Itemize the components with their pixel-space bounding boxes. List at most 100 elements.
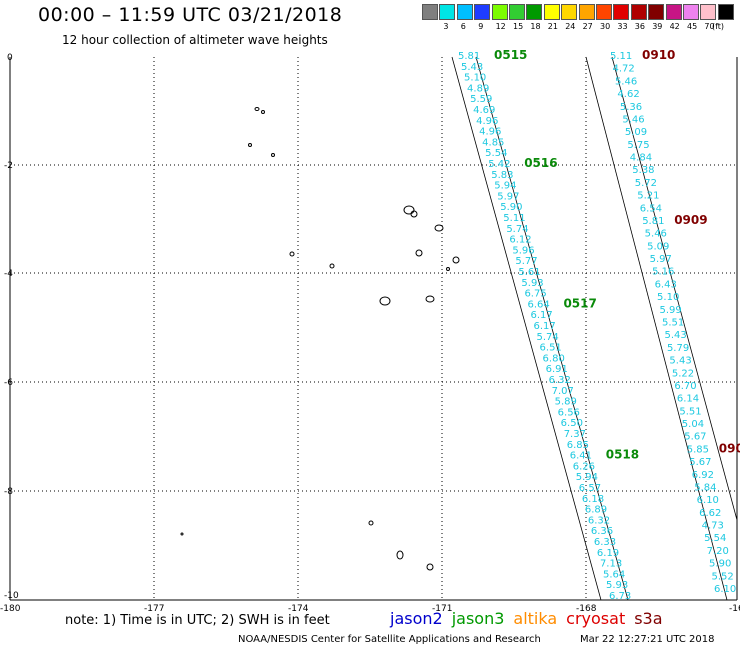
swh-value-label: 5.90 xyxy=(500,202,522,213)
legend-item-jason3: jason3 xyxy=(451,609,505,628)
scale-label: 21 xyxy=(547,22,558,31)
x-axis-tick-label: -177 xyxy=(144,604,164,614)
swh-value-label: 5.51 xyxy=(679,406,701,417)
swh-value-label: 5.84 xyxy=(694,482,716,493)
wave-height-color-scale: (ft) 3 6 9 12 15 18 21 24 27 30 33 36 39 42 45 70 xyxy=(422,4,736,34)
scale-label: 42 xyxy=(669,22,680,31)
swh-value-label: 5.67 xyxy=(684,432,706,443)
y-axis-tick-label: -6 xyxy=(4,378,13,388)
swh-value-label: 5.42 xyxy=(488,159,510,170)
legend-item-cryosat: cryosat xyxy=(566,609,626,628)
swh-value-label: 5.94 xyxy=(576,472,598,483)
swh-value-label: 7.37 xyxy=(564,429,586,440)
swh-value-label: 6.12 xyxy=(509,235,531,246)
swh-value-label: 4.85 xyxy=(482,137,504,148)
swh-value-label: 6.62 xyxy=(699,508,721,519)
swh-value-label: 5.72 xyxy=(635,178,657,189)
swh-value-label: 6.41 xyxy=(570,451,592,462)
scale-swatch xyxy=(578,4,595,20)
island-outline xyxy=(329,263,335,269)
swh-value-label: 6.73 xyxy=(609,591,631,602)
swh-value-label: 6.19 xyxy=(597,548,619,559)
swh-value-label: 7.20 xyxy=(707,546,729,557)
island-outline xyxy=(415,249,423,257)
scale-label: 6 xyxy=(460,22,466,31)
island-outline xyxy=(403,205,415,215)
map-title: 00:00 – 11:59 UTC 03/21/2018 xyxy=(38,4,343,26)
x-axis-tick-label: -168 xyxy=(576,604,597,614)
credit-line: NOAA/NESDIS Center for Satellite Applica… xyxy=(238,634,541,645)
scale-label: 15 xyxy=(513,22,524,31)
scale-swatch xyxy=(648,4,665,20)
island-outline xyxy=(434,224,444,232)
swh-value-label: 6.33 xyxy=(594,537,616,548)
swh-value-label: 6.14 xyxy=(677,394,699,405)
swh-value-label: 4.73 xyxy=(702,521,724,532)
swh-value-label: 5.59 xyxy=(470,94,492,105)
swh-value-label: 4.72 xyxy=(612,64,634,75)
swh-value-label: 5.89 xyxy=(555,397,577,408)
scale-swatch xyxy=(717,4,734,20)
swh-value-label: 4.89 xyxy=(467,83,489,94)
swh-value-label: 6.89 xyxy=(585,505,607,516)
y-axis-tick-label: -10 xyxy=(4,591,19,601)
swh-value-label: 5.77 xyxy=(515,256,537,267)
swh-value-label: 5.46 xyxy=(615,76,637,87)
swh-value-label: 5.83 xyxy=(491,170,513,181)
generation-timestamp: Mar 22 12:27:21 UTC 2018 xyxy=(580,634,715,645)
y-axis-tick-label: -8 xyxy=(4,487,13,497)
scale-swatch xyxy=(613,4,630,20)
track2-edge-right xyxy=(611,56,738,521)
scale-label: 45 xyxy=(687,22,698,31)
scale-label: 39 xyxy=(652,22,663,31)
swh-value-label: 6.54 xyxy=(640,203,662,214)
pass-time-label: 0516 xyxy=(524,156,557,170)
scale-label: 24 xyxy=(565,22,576,31)
swh-value-label: 5.67 xyxy=(689,457,711,468)
swh-value-label: 5.36 xyxy=(620,102,642,113)
map-subtitle: 12 hour collection of altimeter wave hei… xyxy=(62,33,328,47)
scale-swatch xyxy=(543,4,560,20)
island-outline xyxy=(254,107,260,111)
swh-value-label: 6.10 xyxy=(714,584,736,595)
swh-value-label: 5.54 xyxy=(485,148,507,159)
swh-value-label: 5.74 xyxy=(506,224,528,235)
swh-value-label: 5.43 xyxy=(461,62,483,73)
scale-label: 33 xyxy=(617,22,628,31)
swh-value-label: 4.62 xyxy=(617,89,639,100)
scale-label: 12 xyxy=(495,22,506,31)
swh-value-label: 6.70 xyxy=(674,381,696,392)
swh-value-label: 6.57 xyxy=(579,483,601,494)
swh-value-label: 5.22 xyxy=(672,368,694,379)
island-outline xyxy=(452,256,460,264)
pass-time-label: 0515 xyxy=(494,48,527,62)
swh-value-label: 5.11 xyxy=(503,213,525,224)
island-outline xyxy=(261,110,265,114)
pass-time-label: 0517 xyxy=(563,296,596,310)
y-axis-tick-label: -2 xyxy=(4,161,13,171)
swh-value-label: 5.85 xyxy=(687,444,709,455)
legend-item-jason2: jason2 xyxy=(390,609,443,628)
swh-value-label: 5.09 xyxy=(625,127,647,138)
swh-value-label: 6.50 xyxy=(561,418,583,429)
swh-value-label: 5.79 xyxy=(667,343,689,354)
swh-value-label: 5.10 xyxy=(464,73,486,84)
scale-swatch xyxy=(491,4,508,20)
scale-unit-label: (ft) xyxy=(712,22,725,31)
swh-value-label: 5.11 xyxy=(610,51,632,62)
island-outline xyxy=(396,550,404,560)
swh-value-label: 5.10 xyxy=(657,292,679,303)
swh-value-label: 5.04 xyxy=(682,419,704,430)
swh-value-label: 6.51 xyxy=(540,343,562,354)
pass-time-label: 0910 xyxy=(642,48,675,62)
swh-value-label: 6.91 xyxy=(546,364,568,375)
island-outline xyxy=(289,251,295,257)
swh-value-label: 6.17 xyxy=(530,310,552,321)
swh-value-label: 6.32 xyxy=(588,515,610,526)
swh-value-label: 5.38 xyxy=(632,165,654,176)
y-axis-tick-label: 0 xyxy=(7,53,13,63)
legend-item-altika: altika xyxy=(513,609,558,628)
legend-item-s3a: s3a xyxy=(634,609,663,628)
y-axis-tick-label: -4 xyxy=(4,269,13,279)
scale-label: 3 xyxy=(443,22,449,31)
